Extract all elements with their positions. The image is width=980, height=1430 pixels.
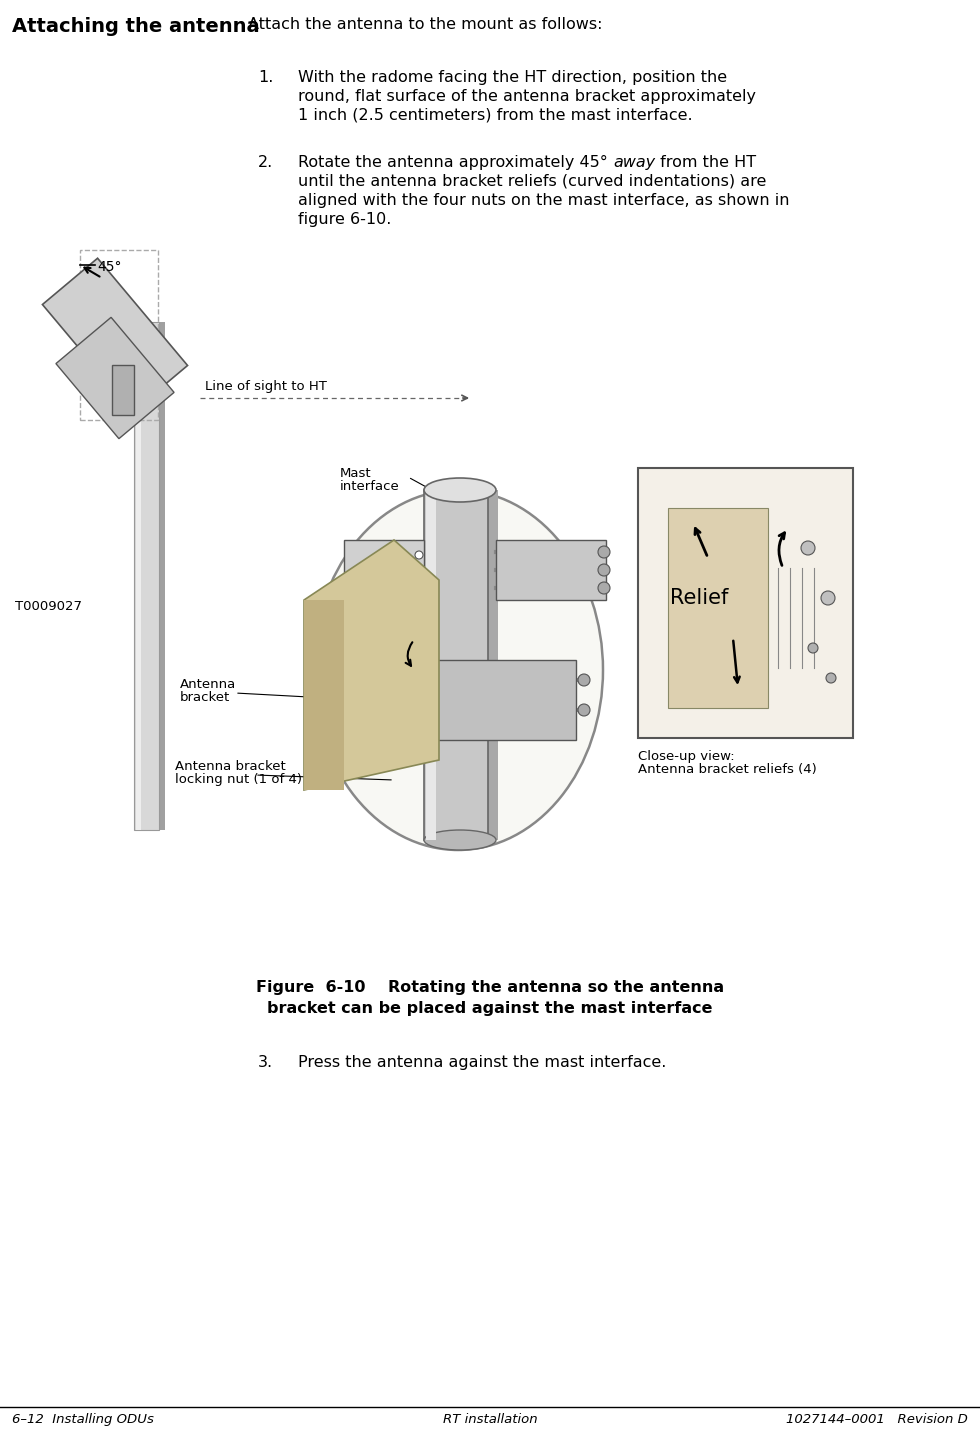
- Polygon shape: [496, 541, 606, 601]
- Text: Antenna bracket: Antenna bracket: [175, 759, 286, 774]
- FancyBboxPatch shape: [112, 365, 134, 415]
- Text: Relief: Relief: [670, 588, 728, 608]
- Text: 1 inch (2.5 centimeters) from the mast interface.: 1 inch (2.5 centimeters) from the mast i…: [298, 109, 693, 123]
- Text: Attach the antenna to the mount as follows:: Attach the antenna to the mount as follo…: [248, 17, 603, 31]
- Text: Press the antenna against the mast interface.: Press the antenna against the mast inter…: [298, 1055, 666, 1070]
- Text: Rotate the antenna approximately 45°: Rotate the antenna approximately 45°: [298, 154, 612, 170]
- Text: RT installation: RT installation: [443, 1413, 537, 1426]
- Circle shape: [598, 582, 610, 593]
- FancyBboxPatch shape: [426, 490, 436, 839]
- FancyBboxPatch shape: [134, 322, 159, 829]
- Text: 2.: 2.: [258, 154, 273, 170]
- Text: Antenna: Antenna: [180, 678, 236, 691]
- Circle shape: [415, 551, 423, 559]
- Text: round, flat surface of the antenna bracket approximately: round, flat surface of the antenna brack…: [298, 89, 756, 104]
- FancyBboxPatch shape: [137, 322, 165, 829]
- Polygon shape: [668, 508, 768, 708]
- FancyBboxPatch shape: [488, 490, 498, 839]
- Text: away: away: [612, 154, 655, 170]
- Text: 1027144–0001   Revision D: 1027144–0001 Revision D: [786, 1413, 968, 1426]
- Circle shape: [578, 704, 590, 716]
- FancyBboxPatch shape: [638, 468, 853, 738]
- Text: locking nut (1 of 4): locking nut (1 of 4): [175, 774, 302, 786]
- Text: bracket: bracket: [180, 691, 230, 704]
- Text: Mast: Mast: [340, 468, 371, 480]
- Ellipse shape: [424, 478, 496, 502]
- Polygon shape: [304, 601, 344, 789]
- Text: T0009027: T0009027: [15, 601, 82, 613]
- Text: Close-up view:: Close-up view:: [638, 749, 735, 764]
- Circle shape: [808, 644, 818, 654]
- Text: 6–12  Installing ODUs: 6–12 Installing ODUs: [12, 1413, 154, 1426]
- Polygon shape: [304, 541, 439, 789]
- Text: bracket can be placed against the mast interface: bracket can be placed against the mast i…: [268, 1001, 712, 1015]
- Text: aligned with the four nuts on the mast interface, as shown in: aligned with the four nuts on the mast i…: [298, 193, 790, 207]
- Circle shape: [826, 674, 836, 684]
- Text: With the radome facing the HT direction, position the: With the radome facing the HT direction,…: [298, 70, 727, 84]
- Text: 45°: 45°: [97, 260, 122, 275]
- Circle shape: [801, 541, 815, 555]
- Text: until the antenna bracket reliefs (curved indentations) are: until the antenna bracket reliefs (curve…: [298, 174, 766, 189]
- Circle shape: [598, 563, 610, 576]
- Text: 3.: 3.: [258, 1055, 273, 1070]
- Text: Figure  6-10    Rotating the antenna so the antenna: Figure 6-10 Rotating the antenna so the …: [256, 980, 724, 995]
- Text: Attaching the antenna: Attaching the antenna: [12, 17, 260, 36]
- Polygon shape: [42, 259, 187, 412]
- Polygon shape: [364, 661, 576, 739]
- Ellipse shape: [313, 490, 603, 849]
- Text: interface: interface: [340, 480, 400, 493]
- Text: figure 6-10.: figure 6-10.: [298, 212, 391, 227]
- FancyBboxPatch shape: [136, 322, 141, 829]
- Circle shape: [821, 591, 835, 605]
- Polygon shape: [344, 541, 424, 601]
- Ellipse shape: [424, 829, 496, 849]
- Polygon shape: [56, 317, 174, 439]
- Circle shape: [578, 674, 590, 686]
- Text: 1.: 1.: [258, 70, 273, 84]
- Text: from the HT: from the HT: [655, 154, 757, 170]
- Text: Line of sight to HT: Line of sight to HT: [205, 380, 327, 393]
- Text: Antenna bracket reliefs (4): Antenna bracket reliefs (4): [638, 764, 816, 776]
- Circle shape: [598, 546, 610, 558]
- FancyBboxPatch shape: [424, 490, 488, 839]
